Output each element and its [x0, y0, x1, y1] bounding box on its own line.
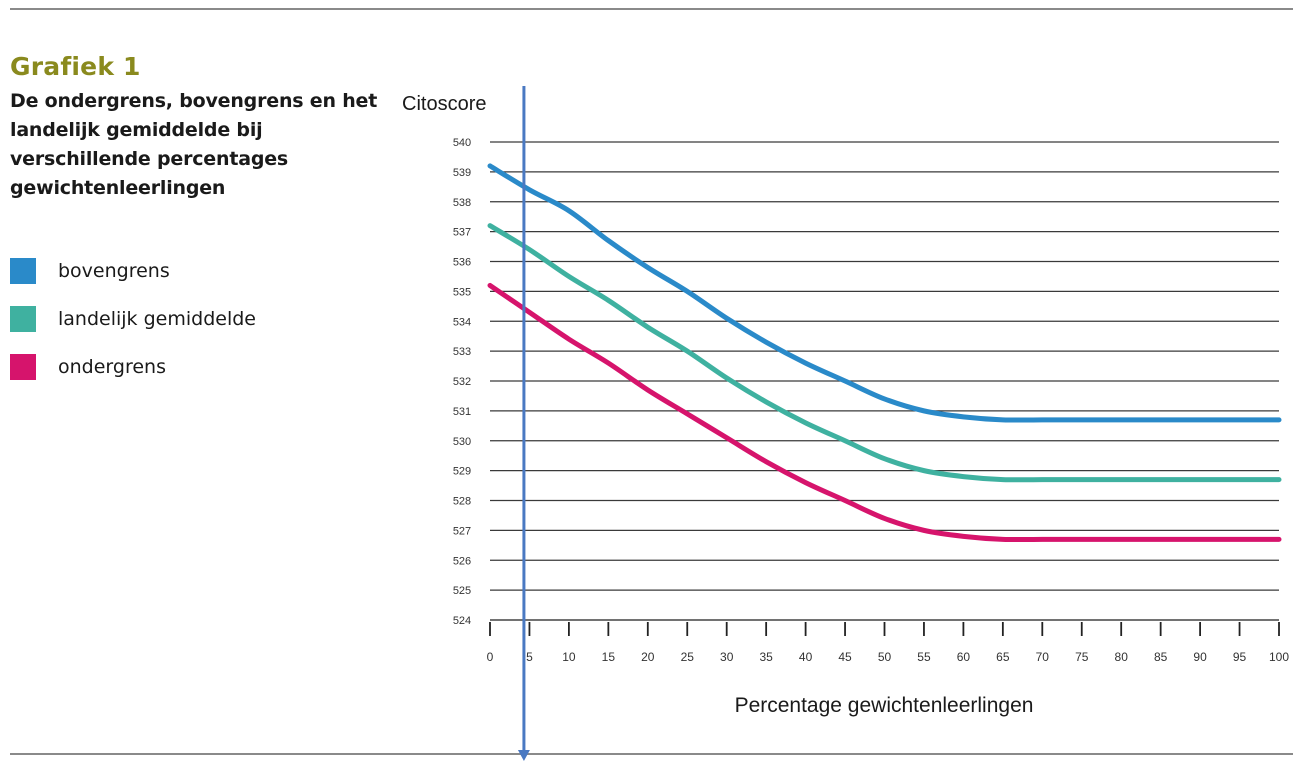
y-tick-label: 540	[453, 137, 471, 149]
x-tick-label: 40	[799, 650, 813, 664]
y-tick-label: 527	[453, 525, 471, 537]
figure-kicker: Grafiek 1	[10, 52, 141, 81]
y-axis-label: Citoscore	[402, 93, 486, 115]
legend-item-bovengrens: bovengrens	[10, 258, 256, 284]
bottom-rule	[10, 753, 1293, 755]
chart-series	[487, 163, 1282, 543]
x-tick-label: 45	[838, 650, 852, 664]
top-rule	[10, 8, 1293, 10]
y-tick-label: 535	[453, 286, 471, 298]
x-tick-label: 55	[917, 650, 931, 664]
x-tick-label: 0	[487, 650, 494, 664]
x-axis-label: Percentage gewichtenleerlingen	[735, 694, 1034, 717]
y-tick-label: 532	[453, 376, 471, 388]
y-tick-label: 538	[453, 197, 471, 209]
figure-heading: De ondergrens, bovengrens en het landeli…	[10, 90, 378, 199]
x-tick-label: 5	[526, 650, 533, 664]
y-tick-label: 534	[453, 316, 471, 328]
legend-label-ondergrens: ondergrens	[58, 356, 166, 378]
y-tick-label: 524	[453, 615, 471, 627]
chart-annotations	[517, 86, 530, 761]
chart-grid	[490, 141, 1279, 621]
x-tick-label: 100	[1269, 650, 1289, 664]
y-axis-ticks: 524 525 526 527 528 529 530 531 532 533 534 535 536 5…	[453, 137, 471, 627]
legend-swatch-ondergrens	[10, 354, 36, 380]
x-tick-label: 15	[602, 650, 616, 664]
y-tick-label: 530	[453, 436, 471, 448]
y-tick-label: 533	[453, 346, 471, 358]
x-tick-label: 25	[681, 650, 695, 664]
series-line-landelijk-gemiddelde	[487, 223, 1282, 483]
chart-legend: bovengrens landelijk gemiddelde ondergre…	[10, 258, 256, 402]
x-axis: 0 5 10 15 20 25 30 35 40 45 50 55 60 65 70 75 80 85 90 95 10…	[487, 622, 1289, 664]
y-tick-label: 539	[453, 167, 471, 179]
x-tick-label: 20	[641, 650, 655, 664]
x-tick-label: 70	[1036, 650, 1050, 664]
x-tick-label: 65	[996, 650, 1010, 664]
x-tick-label: 35	[759, 650, 773, 664]
x-tick-label: 50	[878, 650, 892, 664]
x-tick-label: 80	[1115, 650, 1129, 664]
series-line-ondergrens	[487, 282, 1282, 543]
y-tick-label: 525	[453, 585, 471, 597]
y-tick-label: 528	[453, 496, 471, 508]
legend-swatch-landelijk-gemiddelde	[10, 306, 36, 332]
legend-label-landelijk-gemiddelde: landelijk gemiddelde	[58, 308, 256, 330]
figure-caption: Grafiek 1 De ondergrens, bovengrens en h…	[10, 52, 390, 203]
x-tick-label: 95	[1233, 650, 1247, 664]
y-tick-label: 537	[453, 227, 471, 239]
legend-swatch-bovengrens	[10, 258, 36, 284]
x-tick-label: 90	[1193, 650, 1207, 664]
x-tick-label: 75	[1075, 650, 1089, 664]
y-tick-label: 531	[453, 406, 471, 418]
y-tick-label: 529	[453, 466, 471, 478]
legend-label-bovengrens: bovengrens	[58, 260, 170, 282]
legend-item-ondergrens: ondergrens	[10, 354, 256, 380]
x-tick-label: 30	[720, 650, 734, 664]
x-tick-label: 60	[957, 650, 971, 664]
y-tick-label: 536	[453, 257, 471, 269]
y-tick-label: 526	[453, 555, 471, 567]
legend-item-landelijk-gemiddelde: landelijk gemiddelde	[10, 306, 256, 332]
series-line-bovengrens	[487, 163, 1282, 423]
marker-arrowhead	[517, 750, 530, 761]
x-tick-label: 10	[562, 650, 576, 664]
x-tick-label: 85	[1154, 650, 1168, 664]
